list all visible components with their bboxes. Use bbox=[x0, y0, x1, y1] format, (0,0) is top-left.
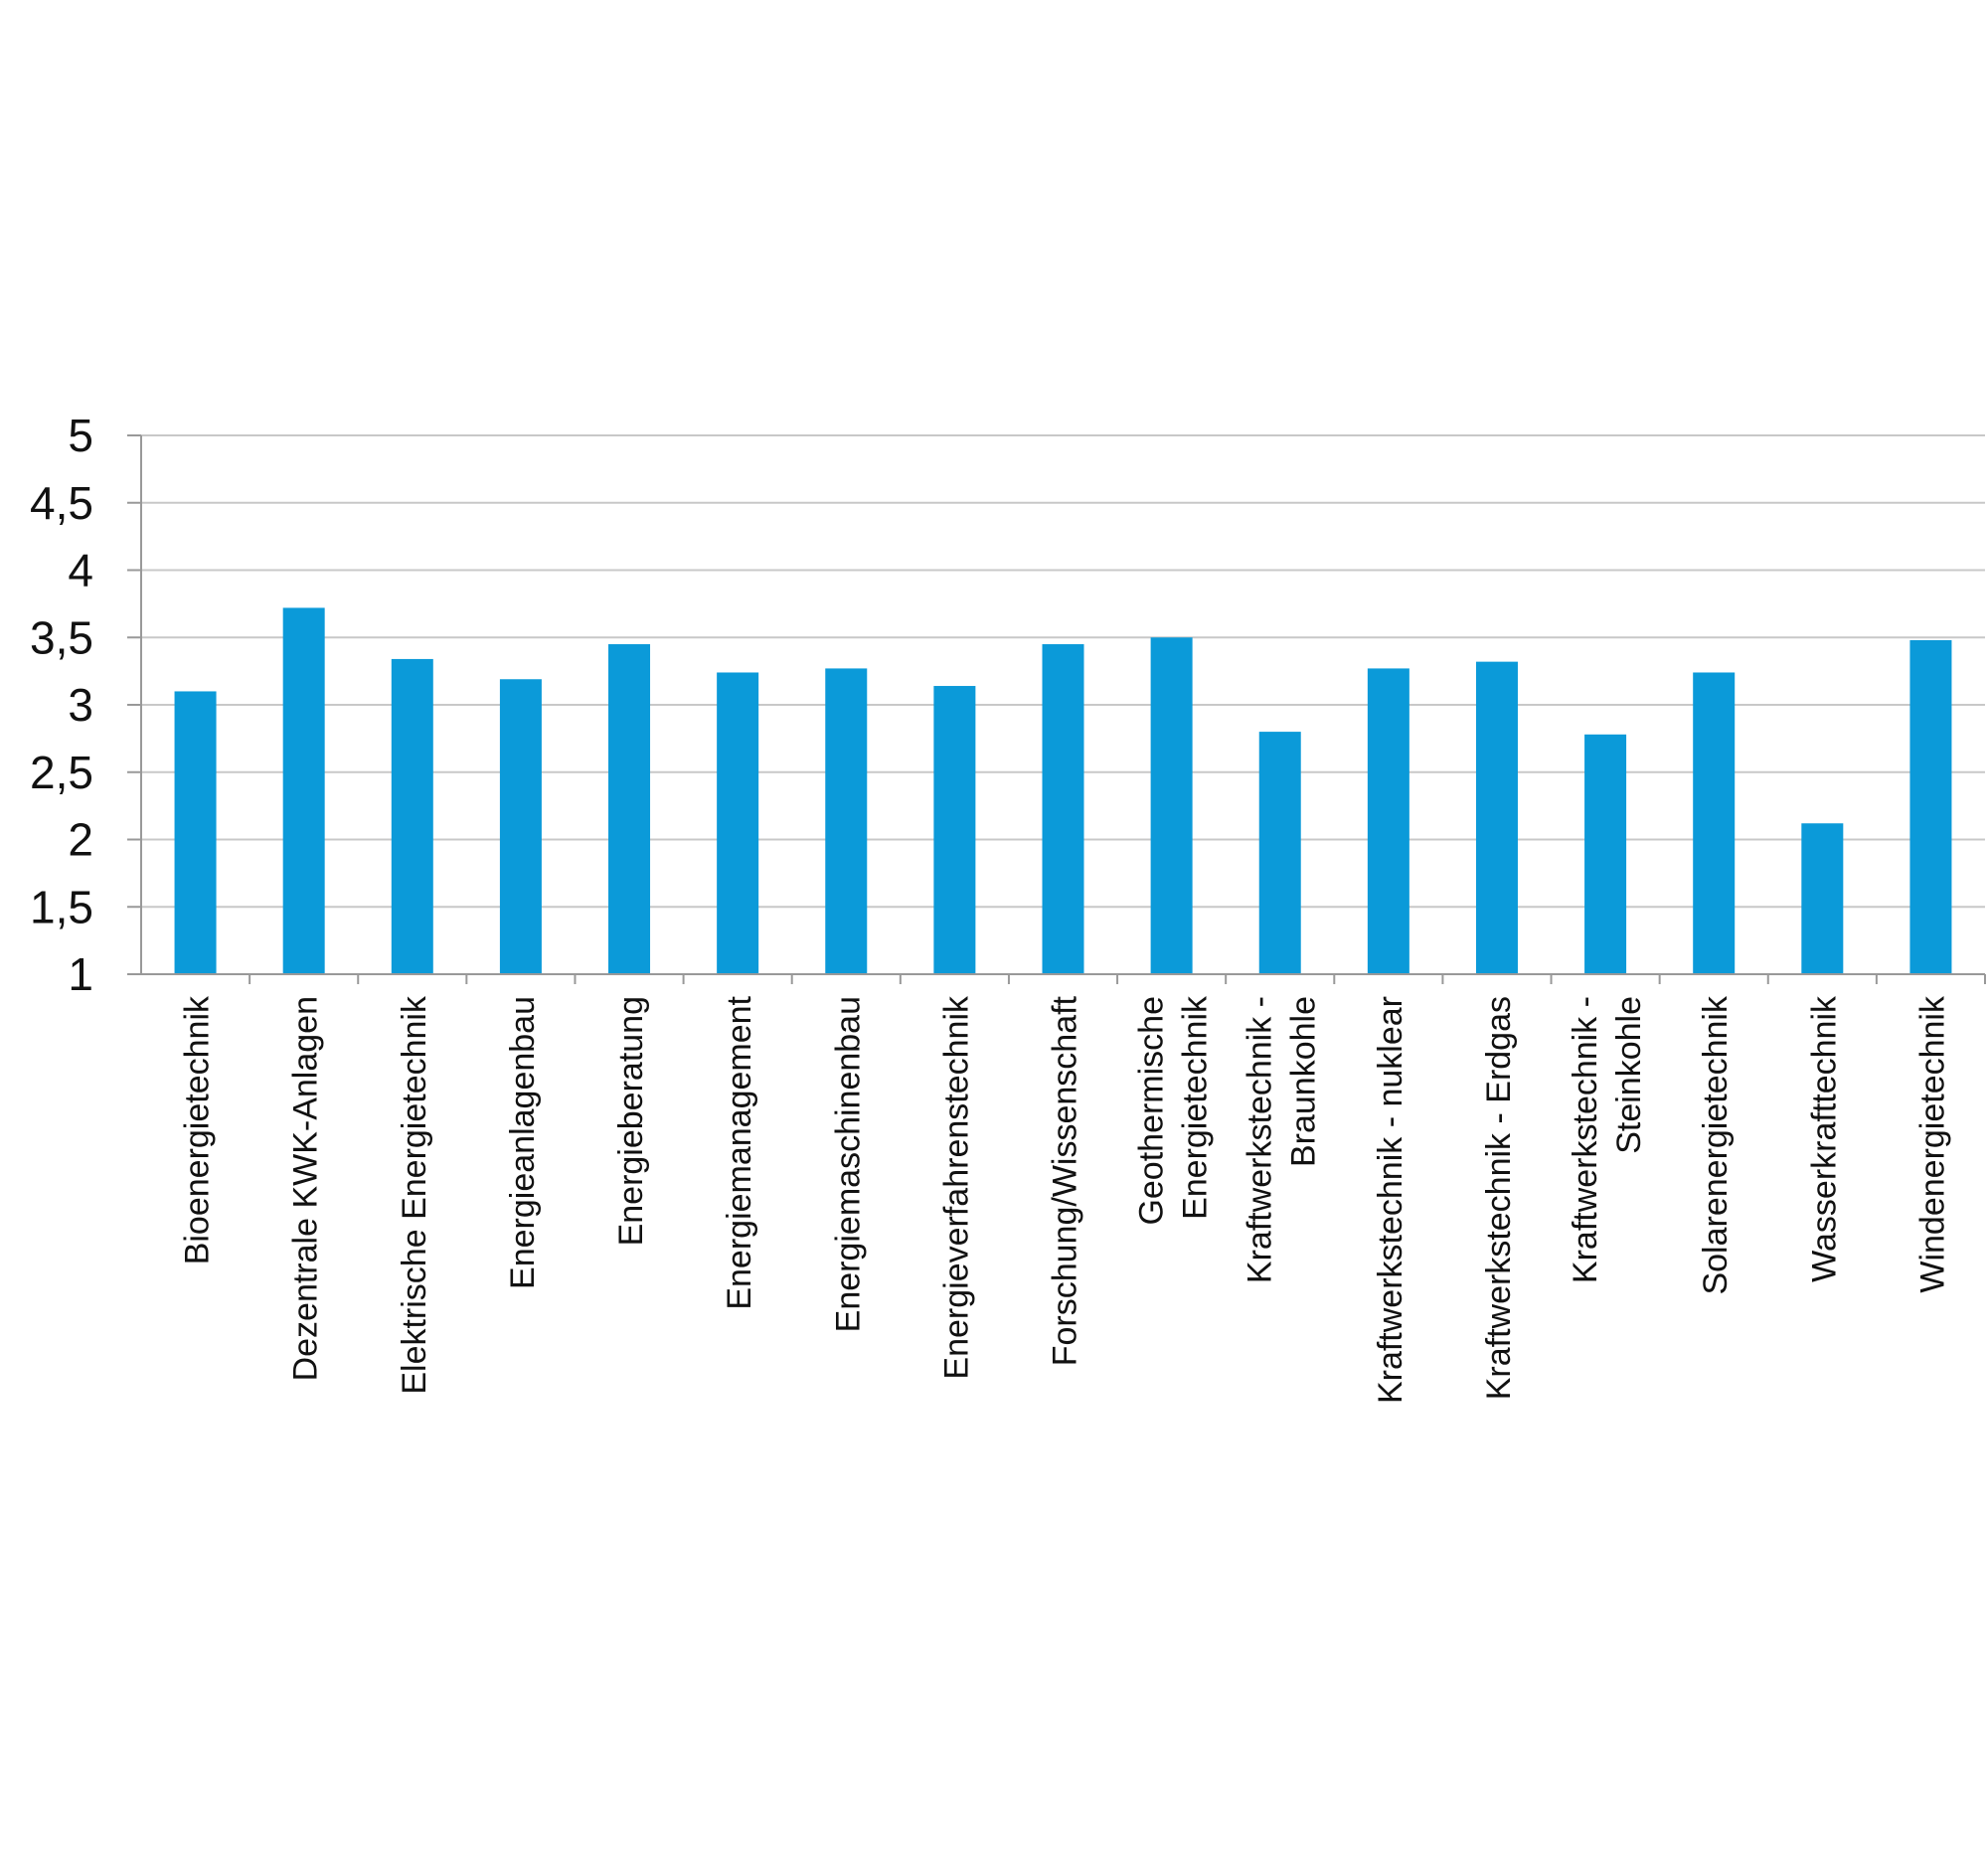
x-tick-label: Bioenergietechnik bbox=[179, 995, 217, 1264]
y-tick-label: 3,5 bbox=[30, 611, 93, 663]
x-tick-label-line: Bioenergietechnik bbox=[179, 995, 217, 1264]
bar bbox=[1584, 734, 1627, 974]
x-tick-label-line: Dezentrale KWK-Anlagen bbox=[287, 996, 325, 1381]
x-tick-label: Kraftwerkstechnik - nuklear bbox=[1372, 996, 1409, 1404]
x-tick-label: Windenergietechnik bbox=[1913, 995, 1951, 1293]
x-tick-label: Kraftwerkstechnik - Erdgas bbox=[1480, 996, 1518, 1400]
x-tick-label-line: Elektrische Energietechnik bbox=[396, 995, 433, 1395]
x-tick-label: Geothermische Energietechnik bbox=[1133, 995, 1215, 1226]
x-tick-labels: Bioenergietechnik Dezentrale KWK-Anlagen E… bbox=[179, 995, 1952, 1404]
y-tick-label: 2,5 bbox=[30, 747, 93, 798]
x-tick-label-line: Forschung/Wissenschaft bbox=[1047, 995, 1084, 1366]
bars bbox=[174, 607, 1952, 974]
x-tick-label-line: Energietechnik bbox=[1177, 995, 1215, 1220]
x-tick-label: Energieberatung bbox=[612, 996, 650, 1246]
x-tick-label: Dezentrale KWK-Anlagen bbox=[287, 996, 325, 1381]
x-tick-label: Kraftwerkstechnik - Braunkohle bbox=[1242, 996, 1323, 1283]
x-tick-label-line: Energieverfahrenstechnik bbox=[937, 995, 975, 1380]
bar bbox=[174, 691, 217, 974]
x-tick-label-line: Wasserkrafttechnik bbox=[1805, 995, 1843, 1282]
y-tick-label: 5 bbox=[68, 410, 93, 461]
y-tick-label: 1 bbox=[68, 948, 93, 1000]
y-tick-labels: 1 1,5 2 2,5 3 3,5 4 4,5 5 bbox=[30, 410, 93, 1000]
bar bbox=[391, 658, 433, 974]
bar bbox=[608, 644, 651, 974]
x-tick-label-line: Energiemaschinenbau bbox=[829, 996, 867, 1332]
x-tick-label: Energieanlagenbau bbox=[504, 996, 542, 1289]
y-tick-label: 1,5 bbox=[30, 881, 93, 932]
x-tick-label-line: Energieanlagenbau bbox=[504, 996, 542, 1289]
bar bbox=[499, 679, 542, 974]
x-tick-label-line: Braunkohle bbox=[1285, 996, 1323, 1167]
bar bbox=[717, 672, 759, 974]
bar bbox=[1258, 732, 1301, 974]
x-tick-label-line: Kraftwerkstechnik - Erdgas bbox=[1480, 996, 1518, 1400]
x-tick-label-line: Windenergietechnik bbox=[1913, 995, 1951, 1293]
x-tick-label: Wasserkrafttechnik bbox=[1805, 995, 1843, 1282]
y-tick-label: 3 bbox=[68, 679, 93, 731]
x-tick-label: Energiemanagement bbox=[721, 995, 758, 1309]
bar bbox=[1909, 639, 1952, 974]
x-tick-label-line: Energiemanagement bbox=[721, 995, 758, 1309]
y-tick-label: 4 bbox=[68, 545, 93, 596]
x-tick-label-line: Energieberatung bbox=[612, 996, 650, 1246]
x-tick-label: Solarenergietechnik bbox=[1697, 995, 1735, 1295]
x-tick-label-line: Kraftwerkstechnik - bbox=[1567, 996, 1604, 1283]
x-tick-label: Elektrische Energietechnik bbox=[396, 995, 433, 1395]
x-tick-label-line: Kraftwerkstechnik - nuklear bbox=[1372, 996, 1409, 1404]
x-tick-label-line: Solarenergietechnik bbox=[1697, 995, 1735, 1295]
bar bbox=[282, 607, 325, 974]
y-tick-label: 4,5 bbox=[30, 477, 93, 529]
bar bbox=[1042, 644, 1084, 974]
bar bbox=[1475, 661, 1518, 974]
axes bbox=[127, 434, 1986, 984]
x-tick-label: Kraftwerkstechnik - Steinkohle bbox=[1567, 996, 1648, 1283]
x-tick-label-line: Geothermische bbox=[1133, 996, 1171, 1226]
bar bbox=[1693, 672, 1736, 974]
bar bbox=[1801, 823, 1844, 974]
x-tick-label: Forschung/Wissenschaft bbox=[1047, 995, 1084, 1366]
bar bbox=[933, 686, 976, 974]
x-tick-label: Energieverfahrenstechnik bbox=[937, 995, 975, 1380]
bar bbox=[1150, 637, 1193, 974]
y-tick-label: 2 bbox=[68, 814, 93, 866]
bar bbox=[1367, 668, 1409, 974]
x-tick-label: Energiemaschinenbau bbox=[829, 996, 867, 1332]
x-tick-label-line: Kraftwerkstechnik - bbox=[1242, 996, 1279, 1283]
bar bbox=[825, 668, 868, 974]
x-tick-label-line: Steinkohle bbox=[1610, 996, 1648, 1154]
